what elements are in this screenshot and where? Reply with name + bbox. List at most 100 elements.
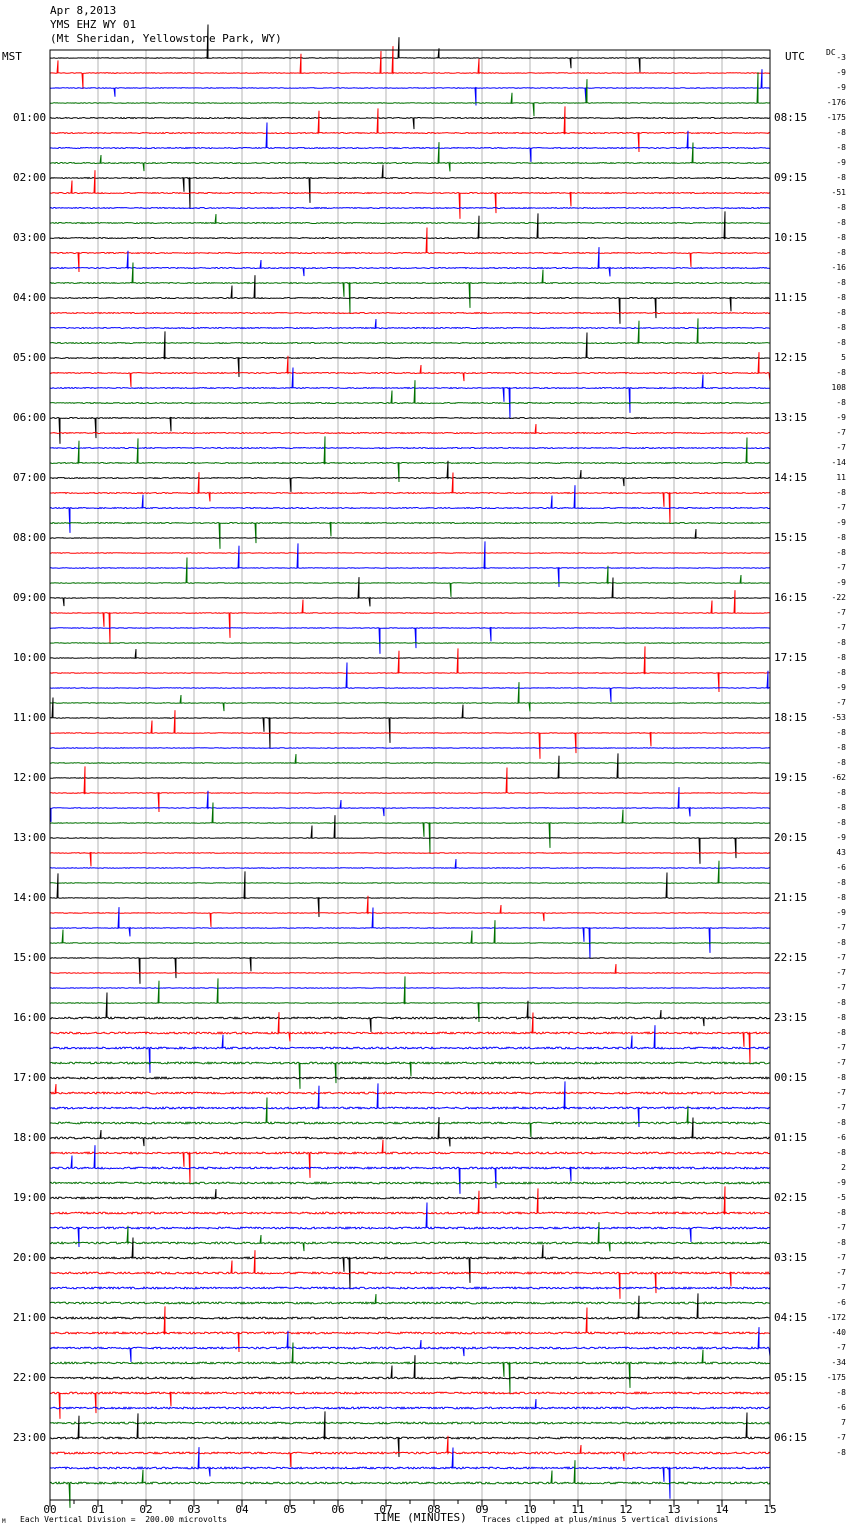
trace-60 [49,956,771,984]
trace-85 [49,1306,771,1353]
dc-offset: -7 [836,968,846,977]
trace-88 [49,1355,771,1380]
dc-offset: -8 [836,998,846,1007]
trace-27 [50,436,770,483]
utc-label: 22:15 [774,951,808,964]
mst-label: 22:00 [13,1371,47,1384]
trace-38 [49,626,771,654]
utc-label: 05:15 [774,1371,808,1384]
trace-40 [49,649,771,659]
corner-mark: M [2,1518,6,1525]
utc-label: 03:15 [774,1251,808,1264]
dc-offset: -8 [836,878,846,887]
trace-20 [50,331,771,378]
dc-offset: -8 [836,128,846,137]
dc-offset: -6 [836,1298,846,1307]
utc-label: 00:15 [774,1071,808,1084]
dc-offset: -6 [836,1133,846,1142]
trace-41 [49,646,770,693]
trace-17 [49,311,771,315]
trace-9 [49,170,770,219]
trace-75 [49,1181,771,1185]
dc-offset: -7 [836,1103,846,1112]
trace-82 [49,1286,771,1290]
trace-56 [49,871,771,918]
utc-label: 17:15 [774,651,808,664]
x-axis-ticks: 00 01 02 03 04 05 06 07 08 09 10 11 12 13 14 15 [43,1500,777,1516]
dc-offset: -8 [836,1238,846,1247]
trace-86 [49,1327,771,1362]
utc-label: 23:15 [774,1011,808,1024]
utc-label: 21:15 [774,891,808,904]
x-tick-label-12: 12 [619,1503,632,1516]
dc-offset: -8 [836,248,846,257]
dc-offset: -7 [836,608,846,617]
utc-label: 15:15 [774,531,808,544]
utc-label: 02:15 [774,1191,808,1204]
trace-68 [49,1076,771,1080]
mst-label: 04:00 [13,291,47,304]
trace-10 [49,206,771,210]
trace-72 [49,1117,771,1147]
x-tick-label-9: 09 [475,1503,488,1516]
dc-offset: -34 [831,1358,846,1367]
dc-offset: -8 [836,1073,846,1082]
dc-offset: -7 [836,1283,846,1292]
mst-label: 19:00 [13,1191,47,1204]
dc-offset: -51 [831,188,846,197]
trace-13 [49,227,771,273]
mst-label: 17:00 [13,1071,47,1084]
clip-note: Traces clipped at plus/minus 5 vertical … [482,1515,719,1524]
x-tick-label-14: 14 [715,1503,729,1516]
trace-48 [49,753,770,779]
dc-offset: -7 [836,563,846,572]
mst-label: 13:00 [13,831,47,844]
dc-offset: -7 [836,1268,846,1277]
dc-offset: -8 [836,233,846,242]
trace-55 [49,860,771,884]
dc-offset: -8 [836,368,846,377]
x-tick-label-11: 11 [571,1503,584,1516]
dc-offset: -9 [836,518,846,527]
dc-offset: -7 [836,428,846,437]
trace-3 [49,72,771,117]
mst-label: 08:00 [13,531,47,544]
trace-84 [49,1293,771,1320]
dc-offset: -9 [836,83,846,92]
dc-offset: -8 [836,893,846,902]
x-tick-label-8: 08 [427,1503,440,1516]
trace-33 [49,552,771,554]
utc-label: 20:15 [774,831,808,844]
trace-79 [49,1222,771,1252]
trace-76 [49,1189,771,1200]
trace-57 [49,895,771,927]
trace-52 [49,815,770,864]
x-tick-label-3: 03 [187,1503,200,1516]
trace-51 [49,802,771,854]
dc-offset: -7 [836,698,846,707]
seismic-traces [49,24,771,1508]
dc-offset: -8 [836,803,846,812]
dc-offset: -7 [836,1253,846,1262]
dc-offset: 7 [841,1418,846,1427]
mst-label: 15:00 [13,951,47,964]
trace-35 [49,557,770,597]
dc-offset: -8 [836,1028,846,1037]
utc-label: 04:15 [774,1311,808,1324]
trace-65 [49,1012,771,1064]
dc-offset: -7 [836,503,846,512]
dc-offset: 11 [836,473,846,482]
mst-label: 10:00 [13,651,47,664]
trace-61 [49,964,770,974]
trace-93 [49,1435,771,1467]
trace-92 [50,1411,770,1458]
utc-label: 09:15 [774,171,808,184]
dc-offset: -7 [836,1058,846,1067]
x-tick-label-15: 15 [763,1503,776,1516]
header-location: (Mt Sheridan, Yellowstone Park, WY) [50,32,282,45]
dc-offset: -8 [836,278,846,287]
trace-63 [49,976,771,1023]
trace-1 [50,46,771,90]
dc-offset: -8 [836,533,846,542]
trace-43 [49,682,771,712]
